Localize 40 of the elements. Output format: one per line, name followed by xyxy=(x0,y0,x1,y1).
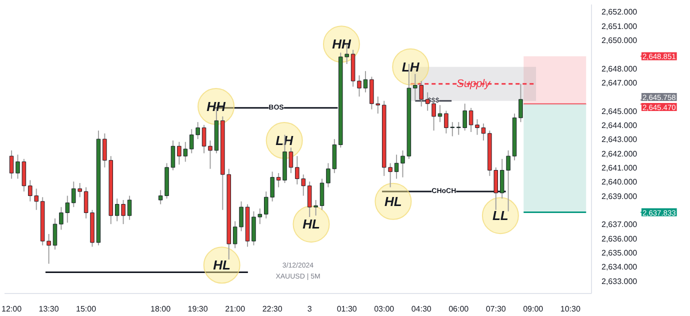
y-tick-label: 2,641.000 xyxy=(602,163,638,172)
y-tick-label: 2,637.000 xyxy=(602,220,638,230)
x-tick-label: 19:30 xyxy=(188,304,208,314)
y-tick-label: 2,652.000 xyxy=(602,8,638,17)
y-tick-label: 2,634.000 xyxy=(602,262,638,272)
y-tick-label: 2,650.000 xyxy=(602,36,638,45)
x-tick-label: 13:30 xyxy=(38,304,60,314)
annotation: HH xyxy=(332,36,352,52)
y-tick-label: 2,640.000 xyxy=(602,178,638,187)
y-tick-label: 2,648.000 xyxy=(602,64,638,74)
x-tick-label: 06:00 xyxy=(448,304,470,314)
x-tick-label: 15:00 xyxy=(76,304,97,314)
y-tick-label: 2,643.000 xyxy=(602,135,638,144)
annotation: HH xyxy=(206,99,226,114)
annotation: HL xyxy=(302,216,320,232)
annotation: LH xyxy=(276,133,294,148)
annotation: HL xyxy=(213,258,231,273)
x-tick-label: 09:00 xyxy=(523,304,544,314)
annotation: HL xyxy=(384,194,402,209)
y-tick-label: 2,647.000 xyxy=(602,78,638,88)
x-tick-label: 07:30 xyxy=(486,304,506,314)
y-tick-label: 2,633.000 xyxy=(602,276,638,286)
x-tick-label: 10:30 xyxy=(560,304,581,314)
y-tick-label: 2,645.000 xyxy=(602,106,638,116)
x-tick-label: 03:00 xyxy=(374,304,395,314)
y-tick-label: 2,639.000 xyxy=(602,192,638,201)
x-tick-label: 18:00 xyxy=(150,304,172,314)
y-tick-label: 2,635.000 xyxy=(602,248,638,258)
y-tick-label: 2,642.000 xyxy=(602,149,638,158)
y-tick-label: 2,651.000 xyxy=(602,22,638,31)
x-tick-label: 3 xyxy=(307,304,312,314)
annotation: LL xyxy=(492,208,508,224)
x-tick-label: 01:30 xyxy=(336,304,358,314)
annotation: LH xyxy=(402,59,420,74)
x-tick-label: 12:00 xyxy=(2,304,22,314)
y-tick-label: 2,636.000 xyxy=(602,234,638,244)
x-tick-label: 21:00 xyxy=(225,304,246,314)
y-tick-label: 2,644.000 xyxy=(602,120,638,130)
x-tick-label: 22:30 xyxy=(262,304,283,314)
x-tick-label: 04:30 xyxy=(411,304,432,314)
